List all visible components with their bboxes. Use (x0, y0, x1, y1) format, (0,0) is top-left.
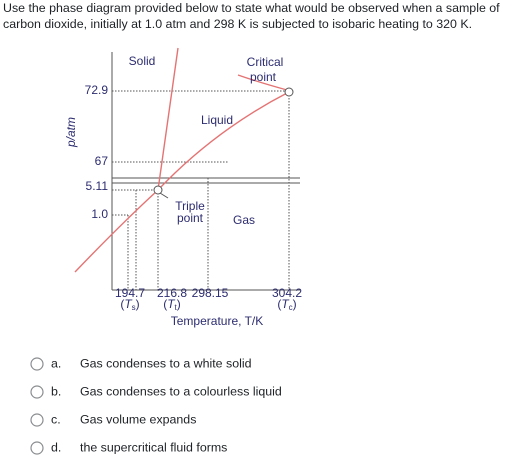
x-tick-label: 298.15 (192, 286, 229, 300)
subscript: c (289, 303, 293, 312)
x-tick-label: 216.8 (157, 286, 187, 300)
y-tick-label: 5.11 (86, 179, 109, 193)
y-axis-label: p/atm (64, 117, 78, 148)
symbol: T (281, 297, 290, 311)
paren: ) (177, 297, 181, 311)
y-tick-label: 67 (95, 154, 109, 168)
x-tick-label: 194.7 (115, 286, 145, 300)
triple-point-label: point (177, 211, 204, 225)
critical-point-label: Critical (247, 55, 284, 69)
question: Use the phase diagram provided below to … (3, 0, 500, 32)
y-tick-label: 72.9 (85, 83, 109, 97)
question-line: Use the phase diagram provided below to … (3, 1, 500, 15)
paren: ( (277, 297, 281, 311)
x-tick-label: 304.2 (272, 286, 302, 300)
x-axis-label: Temperature, T/K (171, 314, 263, 328)
radio-button[interactable] (30, 357, 44, 371)
paren: ) (136, 297, 140, 311)
x-tick-symbol: (Tt) (163, 297, 181, 312)
option-letter: c. (51, 412, 61, 426)
option-text[interactable]: Gas condenses to a white solid (80, 356, 252, 370)
option-letter: d. (51, 440, 61, 454)
region-label: Liquid (201, 113, 233, 127)
question-line: carbon dioxide, initially at 1.0 atm and… (3, 17, 473, 31)
x-tick-symbol: (Tc) (277, 297, 296, 312)
radio-button[interactable] (30, 413, 44, 427)
region-label: Solid (129, 54, 156, 68)
paren: ( (163, 297, 167, 311)
symbol: T (124, 297, 133, 311)
triple-point-label: Triple (175, 199, 205, 213)
critical-point-label: point (250, 70, 277, 84)
option-letter: a. (51, 356, 61, 370)
subscript: s (132, 303, 136, 312)
radio-button[interactable] (30, 385, 44, 399)
option-text[interactable]: Gas condenses to a colourless liquid (80, 384, 282, 398)
options: a. Gas condenses to a white solid b. Gas co… (30, 356, 282, 455)
y-tick-label: 1.0 (91, 207, 108, 221)
phase-diagram: p/atm72.9675.111.0194.7(Ts)216.8(Tt)298.… (64, 47, 302, 328)
radio-button[interactable] (30, 441, 44, 455)
option-text[interactable]: Gas volume expands (80, 412, 196, 426)
paren: ( (120, 297, 124, 311)
option-letter: b. (51, 384, 61, 398)
region-label: Gas (233, 213, 255, 227)
option-text[interactable]: the supercritical fluid forms (80, 440, 227, 454)
subscript: t (175, 303, 178, 312)
paren: ) (293, 297, 297, 311)
symbol: T (167, 297, 176, 311)
x-tick-symbol: (Ts) (120, 297, 139, 312)
